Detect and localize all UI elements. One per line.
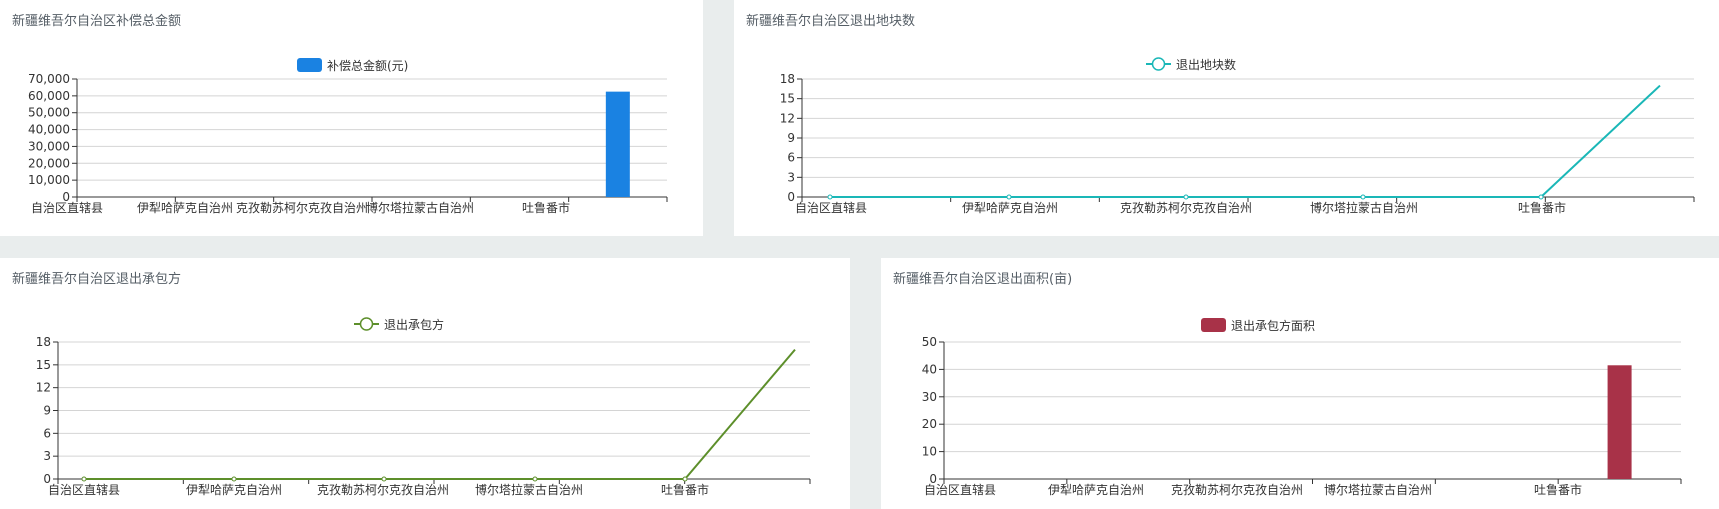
y-tick-label: 10 [922,445,937,459]
y-tick-label: 9 [787,131,795,145]
legend-swatch [297,58,322,72]
x-tick-label: 博尔塔拉蒙古自治州 [1324,482,1432,497]
x-tick-label: 克孜勒苏柯尔克孜自治州 [1171,482,1303,497]
y-tick-label: 70,000 [28,72,70,86]
y-tick-label: 0 [62,190,70,204]
x-tick-label: 博尔塔拉蒙古自治州 [366,200,474,215]
chart-title: 新疆维吾尔自治区退出面积(亩) [893,272,1073,287]
data-point [1006,194,1012,200]
y-tick-label: 12 [780,111,795,125]
y-tick-label: 10,000 [28,173,70,187]
y-tick-label: 18 [36,335,51,349]
y-tick-label: 0 [787,190,795,204]
y-tick-label: 9 [43,404,51,418]
x-tick-label: 吐鲁番市 [522,200,570,215]
data-point [532,476,538,482]
y-tick-label: 18 [780,72,795,86]
legend-label: 补偿总金额(元) [327,58,408,73]
x-tick-label: 克孜勒苏柯尔克孜自治州 [236,200,368,215]
chart-title: 新疆维吾尔自治区补偿总金额 [12,14,182,29]
x-tick-label: 伊犁哈萨克自治州 [962,201,1058,215]
x-tick-label: 吐鲁番市 [1518,200,1566,215]
x-tick-label: 克孜勒苏柯尔克孜自治州 [1120,200,1252,215]
x-tick-label: 吐鲁番市 [661,482,709,497]
data-point [1538,194,1544,200]
chart-title: 新疆维吾尔自治区退出地块数 [746,14,916,29]
panel-area: 新疆维吾尔自治区退出面积(亩) 0 10 20 30 40 50 自治区直辖县 伊犁哈萨克自治… [881,258,1719,509]
x-tick-label: 克孜勒苏柯尔克孜自治州 [317,482,449,497]
y-tick-label: 30,000 [28,139,70,153]
bar [1607,365,1632,479]
x-tick-label: 自治区直辖县 [48,482,120,497]
x-tick-label: 吐鲁番市 [1534,482,1582,497]
data-point [231,476,237,482]
panel-compensation: 新疆维吾尔自治区补偿总金额 0 10,000 20,000 30,000 40,000 5… [0,0,703,236]
data-point [827,194,833,200]
y-tick-label: 50,000 [28,106,70,120]
data-point [1360,194,1366,200]
x-tick-label: 伊犁哈萨克自治州 [137,201,233,215]
y-tick-label: 6 [787,151,795,165]
y-tick-label: 12 [36,381,51,395]
x-tick-label: 博尔塔拉蒙古自治州 [1310,200,1418,215]
data-point [381,476,387,482]
data-point [81,476,87,482]
x-tick-label: 伊犁哈萨克自治州 [1048,483,1144,497]
data-point [682,476,688,482]
legend-label: 退出承包方 [384,317,444,332]
y-tick-label: 20 [922,417,937,431]
y-tick-label: 3 [43,449,51,463]
y-tick-label: 30 [922,390,937,404]
y-tick-label: 6 [43,426,51,440]
x-tick-label: 自治区直辖县 [795,200,867,215]
panel-contractors: 新疆维吾尔自治区退出承包方 0 3 6 9 12 15 18 自治区直辖县 伊犁哈萨克自治州 克孜… [0,258,850,509]
chart-area: 0 10 20 30 40 50 自治区直辖县 伊犁哈萨克自治州 克孜勒苏柯尔克孜自治州 博尔塔拉… [922,318,1682,497]
chart-contractors: 0 3 6 9 12 15 18 自治区直辖县 伊犁哈萨克自治州 克孜勒苏柯尔克孜自治州 博尔塔拉蒙… [36,317,811,497]
chart-title: 新疆维吾尔自治区退出承包方 [12,272,182,287]
legend-marker [359,317,374,331]
x-tick-label: 伊犁哈萨克自治州 [186,483,282,497]
bar [605,91,630,197]
y-tick-label: 15 [780,92,795,106]
legend-label: 退出地块数 [1176,57,1236,72]
y-tick-label: 40,000 [28,123,70,137]
x-tick-label: 自治区直辖县 [924,482,996,497]
y-tick-label: 0 [929,472,937,486]
y-tick-label: 0 [43,472,51,486]
data-point [1183,194,1189,200]
y-tick-label: 3 [787,170,795,184]
y-tick-label: 60,000 [28,89,70,103]
x-tick-label: 自治区直辖县 [31,200,103,215]
legend-label: 退出承包方面积 [1231,318,1315,333]
chart-compensation: 0 10,000 20,000 30,000 40,000 50,000 60,000 70,… [28,58,668,215]
x-tick-label: 博尔塔拉蒙古自治州 [475,482,583,497]
y-tick-label: 20,000 [28,156,70,170]
panel-plots: 新疆维吾尔自治区退出地块数 0 3 6 9 12 15 18 自治区直辖县 伊犁哈萨克自治州 克孜… [734,0,1719,236]
y-tick-label: 50 [922,335,937,349]
legend-marker [1151,57,1166,71]
legend-swatch [1201,318,1226,332]
y-tick-label: 40 [922,362,937,376]
series-line [830,84,1661,198]
chart-plots: 0 3 6 9 12 15 18 自治区直辖县 伊犁哈萨克自治州 克孜勒苏柯尔克孜自治州 博尔塔拉蒙… [780,57,1695,215]
series-line [84,348,796,480]
y-tick-label: 15 [36,358,51,372]
